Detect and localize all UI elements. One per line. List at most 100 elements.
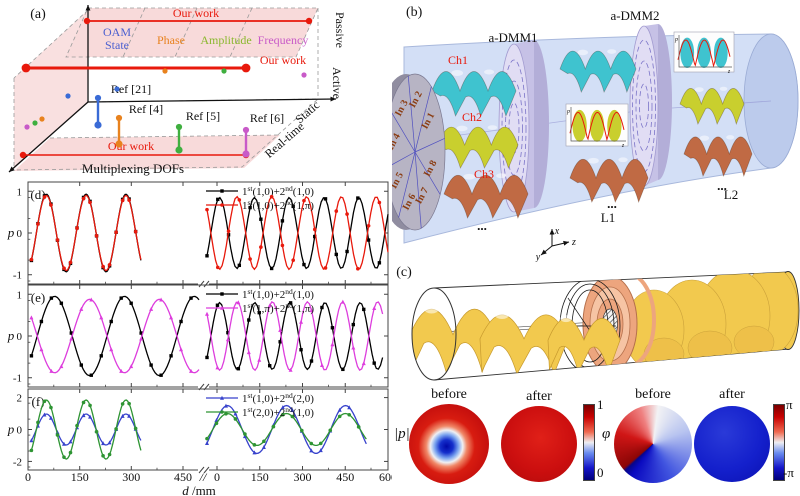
data-marker — [62, 455, 66, 459]
data-marker — [55, 433, 60, 437]
data-marker — [288, 301, 293, 305]
axis-break-mark — [198, 280, 205, 288]
ch3-label: Ch3 — [474, 167, 494, 181]
data-marker — [149, 306, 154, 311]
data-marker — [271, 424, 276, 429]
data-marker — [55, 238, 60, 242]
phase-cbar-max: π — [786, 397, 793, 412]
data-marker — [189, 368, 194, 373]
amp-cbar-max: 1 — [597, 397, 604, 412]
data-marker — [205, 207, 209, 212]
surface-highlight — [484, 69, 495, 75]
dmm2-label: a-DMM2 — [610, 8, 659, 23]
scatter-dot — [114, 86, 120, 92]
data-marker — [269, 266, 274, 271]
data-marker — [278, 327, 283, 332]
data-marker — [290, 414, 295, 419]
x-tick-label: 450 — [174, 470, 192, 484]
data-marker — [42, 195, 47, 199]
inset-lobe — [607, 109, 622, 142]
input-disc-divider — [407, 75, 416, 153]
data-marker — [120, 198, 125, 203]
data-marker — [119, 296, 123, 300]
data-marker — [323, 197, 328, 201]
legend-label: 1st(1,0)+2nd(1,0) — [242, 184, 314, 198]
dmm1-label: a-DMM1 — [488, 30, 537, 45]
data-marker — [75, 423, 79, 428]
data-marker — [341, 367, 345, 372]
data-marker — [159, 297, 164, 302]
data-marker — [334, 209, 339, 213]
data-marker — [215, 265, 220, 270]
data-marker — [356, 266, 360, 271]
panel-c-field-simulation: (c) — [396, 265, 800, 381]
data-marker — [133, 426, 138, 431]
data-marker — [127, 198, 131, 202]
y-tick-label: 1 — [17, 289, 23, 301]
panel-before-after-maps: |p| before after 1 0 φ before after π -π — [392, 387, 800, 496]
amplitude-colorbar — [583, 404, 595, 481]
data-marker — [257, 357, 262, 362]
data-marker — [248, 257, 252, 261]
data-marker — [120, 413, 125, 418]
panel-letter: (e) — [31, 290, 45, 305]
data-marker — [88, 403, 92, 408]
data-marker — [340, 299, 345, 304]
data-marker — [139, 336, 144, 341]
input-wave-ch1 — [431, 71, 517, 118]
data-marker — [81, 413, 86, 418]
inset-curve — [677, 39, 731, 68]
scatter-dot — [39, 116, 45, 122]
surface-highlight — [456, 125, 468, 132]
plot-frame — [27, 388, 389, 471]
data-marker — [169, 315, 174, 320]
data-marker — [252, 443, 257, 447]
data-marker — [328, 428, 333, 433]
data-marker — [220, 410, 224, 414]
reference-dot — [242, 150, 250, 158]
data-marker — [107, 452, 112, 457]
data-marker — [139, 331, 143, 335]
inset-lobe — [589, 109, 605, 142]
surface-highlight — [577, 49, 589, 56]
data-marker — [29, 438, 34, 443]
data-marker — [149, 363, 153, 367]
our-work-endpoint — [19, 151, 27, 159]
data-marker — [129, 301, 133, 305]
coord-x-label: x — [554, 226, 560, 237]
input-port-label: In 4 — [392, 132, 403, 152]
data-marker — [220, 395, 224, 400]
inset-y-label: p — [566, 109, 570, 115]
axis-break-mark — [203, 280, 210, 288]
inset-x-label: z — [621, 143, 625, 149]
data-marker — [248, 205, 252, 210]
scatter-dot — [24, 124, 30, 130]
data-marker — [49, 368, 54, 373]
wall-top-edge — [13, 9, 89, 79]
data-marker — [330, 342, 335, 347]
data-marker — [233, 417, 238, 421]
data-marker — [318, 441, 323, 446]
input-disc-divider — [414, 151, 422, 229]
data-marker — [225, 337, 230, 342]
data-marker — [109, 347, 114, 352]
data-marker — [81, 196, 86, 201]
gold-scallop-small — [733, 325, 775, 359]
data-marker — [205, 436, 209, 441]
data-marker — [159, 373, 163, 377]
ellipsis-input: ... — [477, 218, 487, 233]
panel-a-label: (a) — [30, 7, 46, 22]
axis-break-mask — [198, 467, 209, 473]
data-marker — [179, 319, 183, 324]
x-axis-label: d /mm — [182, 483, 216, 496]
scatter-dot — [32, 120, 38, 126]
input-disc-divider — [414, 138, 445, 153]
inset-lobe — [572, 109, 587, 142]
inset-x-label: z — [727, 69, 731, 75]
data-marker — [268, 364, 272, 368]
mid-wave-ch1 — [559, 50, 637, 94]
data-marker — [205, 355, 209, 360]
phase-after-field-map — [694, 406, 770, 482]
coord-z-axis-arrowhead — [563, 240, 569, 246]
data-marker — [99, 315, 104, 320]
